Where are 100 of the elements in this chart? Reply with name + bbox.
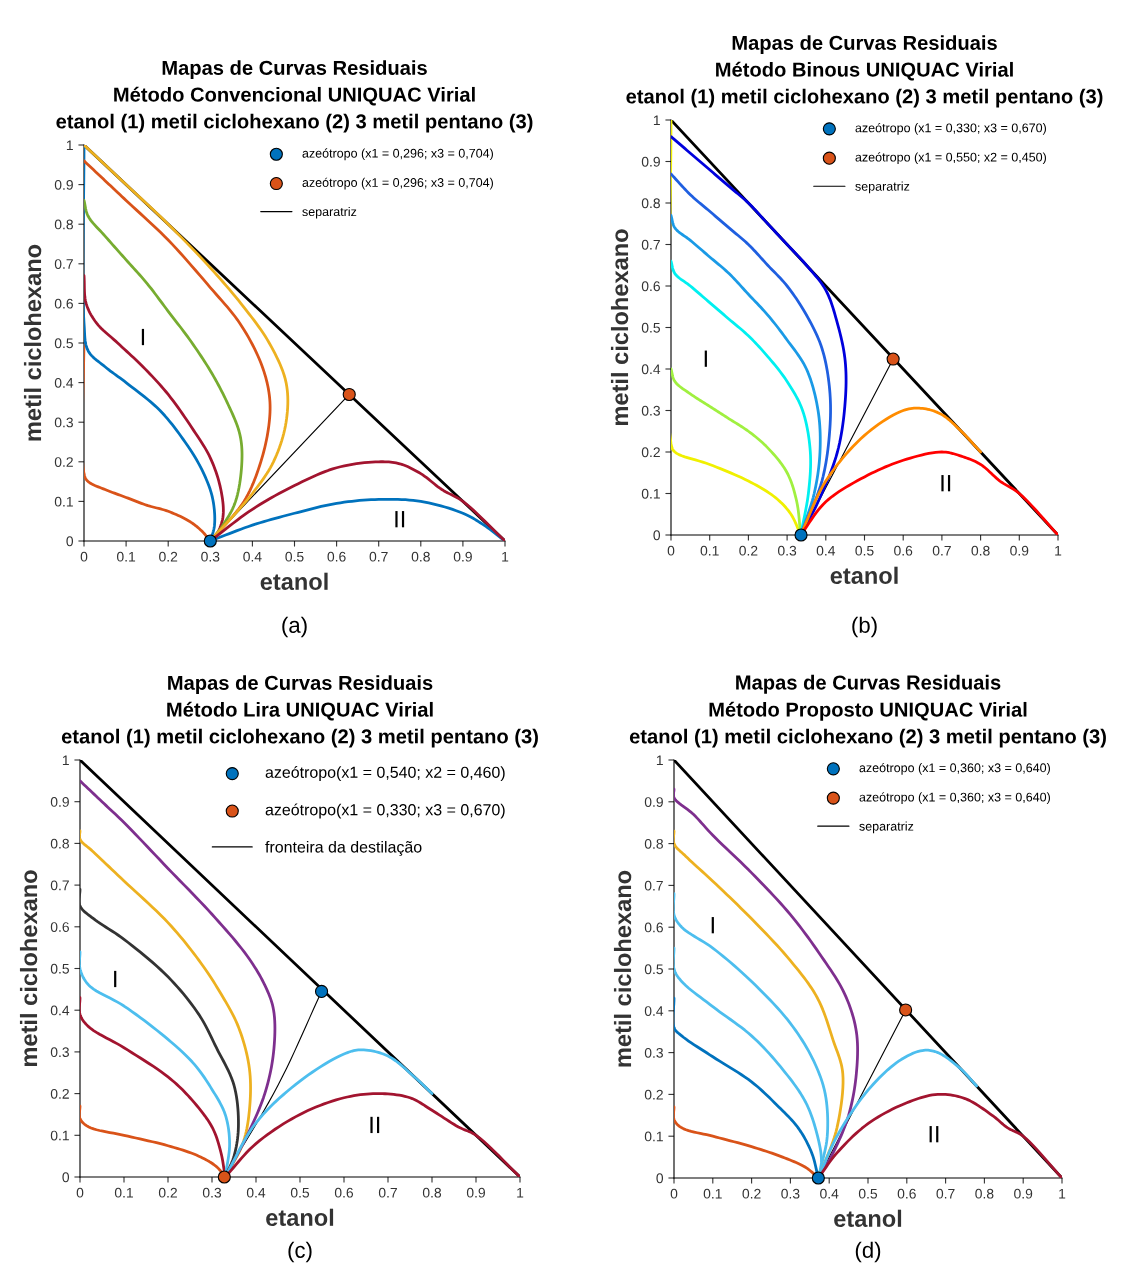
y-tick-label: 0.3 — [54, 417, 73, 428]
y-tick-label: 0.2 — [54, 457, 73, 467]
y-tick-label: 0 — [653, 530, 661, 541]
x-tick-label: 0.8 — [411, 551, 430, 562]
y-tick-label: 0.7 — [641, 239, 660, 250]
y-tick-label: 0.3 — [644, 1047, 663, 1058]
x-tick-label: 0.7 — [378, 1187, 397, 1198]
y-tick-label: 1 — [62, 755, 69, 766]
x-tick-label: 0.1 — [703, 1188, 722, 1199]
y-tick-label: 1 — [656, 755, 663, 766]
x-tick-label: 0.6 — [327, 551, 346, 562]
x-tick-label: 0.8 — [975, 1188, 994, 1199]
x-tick-label: 0.3 — [777, 545, 797, 556]
y-tick-label: 0.9 — [641, 156, 660, 167]
text: (d) — [855, 1241, 881, 1263]
y-tick-label: 0.2 — [641, 447, 660, 458]
y-tick-label: 1 — [66, 140, 73, 151]
y-tick-label: 0.8 — [641, 198, 660, 209]
y-tick-label: 0.3 — [641, 405, 660, 416]
y-tick-label: 0.3 — [50, 1047, 69, 1058]
x-tick-label: 0.4 — [243, 551, 262, 562]
chart-title: Mapas de Curvas Residuais Método Lira UNIQUAC Virial etanol (1) metil ciclohexano (2) 3 metil pentano (3) — [61, 675, 538, 748]
x-axis-title: etanol — [266, 1208, 334, 1227]
y-tick-label: 0.9 — [50, 797, 69, 807]
chart-title: Mapas de Curvas Residuais Método Proposto UNIQUAC Virial etanol (1) metil ciclohexano (2) 3 metil pentano (3) — [629, 674, 1106, 748]
y-tick-label: 0.5 — [54, 338, 73, 349]
x-tick-label: 0.6 — [897, 1188, 916, 1199]
x-tick-label: 0.5 — [855, 545, 874, 556]
y-tick-label: 0.4 — [50, 1005, 70, 1016]
x-tick-label: 0.4 — [816, 545, 836, 556]
x-tick-label: 0.7 — [932, 545, 951, 556]
x-tick-label: 0.2 — [158, 1187, 177, 1198]
text: (c) — [288, 1241, 312, 1263]
x-tick-label: 0.6 — [334, 1187, 354, 1198]
y-tick-label: 0.9 — [54, 179, 73, 190]
y-tick-label: 0.1 — [641, 488, 660, 499]
y-tick-label: 0.2 — [50, 1088, 69, 1099]
x-tick-label: 1 — [1059, 1188, 1066, 1199]
x-axis-title: etanol — [260, 572, 328, 591]
y-tick-label: 0.9 — [644, 797, 663, 807]
y-axis-title: metil ciclohexano — [610, 229, 629, 425]
x-tick-label: 0.1 — [700, 545, 719, 556]
x-tick-label: 0.2 — [159, 551, 178, 562]
y-tick-label: 0.1 — [644, 1131, 663, 1142]
y-tick-label: 1 — [653, 115, 660, 126]
x-tick-label: 0.1 — [114, 1187, 133, 1198]
y-tick-label: 0.6 — [50, 922, 69, 932]
x-tick-label: 0 — [76, 1187, 84, 1198]
y-tick-label: 0.7 — [54, 259, 73, 269]
x-axis-title: etanol — [834, 1209, 902, 1228]
y-axis-title: metil ciclohexano — [19, 870, 38, 1066]
y-tick-label: 0 — [62, 1172, 70, 1183]
y-tick-label: 0.8 — [644, 838, 663, 849]
x-tick-label: 0.6 — [894, 545, 913, 556]
x-tick-label: 0.8 — [422, 1187, 442, 1198]
x-tick-label: 1 — [517, 1187, 524, 1198]
text: (a) — [282, 616, 307, 638]
x-tick-label: 0.7 — [936, 1188, 955, 1199]
x-tick-label: 0 — [670, 1188, 678, 1199]
y-tick-label: 0.6 — [54, 298, 73, 309]
y-tick-label: 0.5 — [50, 963, 69, 974]
y-tick-label: 0 — [66, 536, 74, 547]
x-tick-label: 1 — [1055, 545, 1062, 556]
y-axis-title: metil ciclohexano — [23, 244, 42, 441]
x-tick-label: 0.7 — [369, 551, 388, 562]
y-tick-label: 0 — [656, 1173, 664, 1184]
y-tick-label: 0.7 — [644, 880, 663, 891]
x-axis-title: etanol — [830, 566, 898, 585]
x-tick-label: 0.2 — [742, 1188, 761, 1199]
chart-title: Mapas de Curvas Residuais Método Binous UNIQUAC Virial etanol (1) metil ciclohexano (2) 3 metil pentano (3) — [626, 35, 1103, 108]
y-tick-label: 0.2 — [644, 1089, 663, 1100]
x-tick-label: 0.9 — [1014, 1188, 1033, 1199]
y-tick-label: 0.1 — [50, 1130, 69, 1141]
x-tick-label: 0.9 — [466, 1187, 485, 1198]
x-tick-label: 0.9 — [1010, 545, 1029, 556]
y-tick-label: 0.6 — [641, 281, 660, 292]
x-tick-label: 0.5 — [290, 1187, 310, 1198]
x-tick-label: 0.4 — [246, 1187, 266, 1198]
x-tick-label: 0.8 — [971, 545, 990, 556]
y-tick-label: 0.7 — [50, 880, 69, 891]
text: (b) — [852, 616, 877, 638]
y-tick-label: 0.4 — [644, 1006, 664, 1016]
x-tick-label: 0.1 — [116, 551, 136, 562]
y-tick-label: 0.5 — [641, 322, 660, 333]
x-tick-label: 0.5 — [285, 551, 304, 562]
y-tick-label: 0.1 — [54, 496, 73, 507]
y-tick-label: 0.8 — [50, 838, 69, 849]
y-axis-title: metil ciclohexano — [613, 870, 632, 1067]
x-tick-label: 1 — [502, 551, 509, 562]
y-tick-label: 0.5 — [644, 964, 663, 975]
y-tick-label: 0.4 — [641, 364, 661, 375]
x-tick-label: 0.3 — [781, 1188, 800, 1199]
x-tick-label: 0.4 — [820, 1188, 839, 1199]
x-tick-label: 0.5 — [858, 1188, 878, 1199]
y-tick-label: 0.6 — [644, 922, 663, 933]
y-tick-label: 0.8 — [54, 219, 73, 230]
x-tick-label: 0.3 — [202, 1187, 222, 1198]
chart-title: Mapas de Curvas Residuais Método Convencional UNIQUAC Virial etanol (1) metil ciclohexano (2) 3 metil pentano (3) — [56, 60, 533, 133]
x-tick-label: 0.3 — [201, 551, 220, 562]
x-tick-label: 0 — [80, 551, 88, 562]
